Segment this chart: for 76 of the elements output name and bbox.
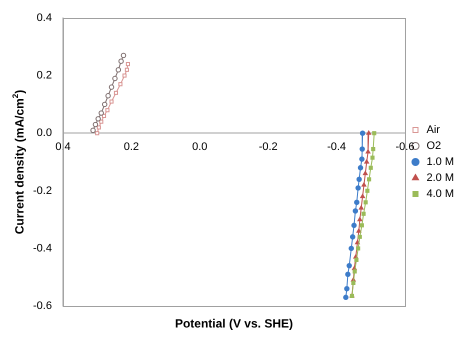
point	[122, 74, 127, 78]
point	[357, 216, 362, 222]
point	[346, 262, 352, 268]
point	[371, 146, 376, 152]
point	[118, 82, 122, 86]
point	[367, 177, 372, 182]
point	[355, 185, 361, 191]
x-tick-label: 0.4	[55, 140, 71, 153]
y-tick-label: 0.4	[36, 12, 52, 24]
point	[118, 58, 124, 64]
point	[352, 269, 357, 274]
x-axis-title: Potential (V vs. SHE)	[174, 316, 293, 330]
y-tick-label: 0.0	[36, 127, 52, 140]
point	[372, 131, 376, 136]
legend-label: 2.0 M	[426, 172, 454, 184]
legend-label: Air	[426, 124, 440, 136]
point	[105, 108, 110, 112]
x-tick-label: 0.0	[192, 140, 208, 153]
point	[120, 52, 126, 58]
point	[99, 120, 104, 124]
point	[109, 99, 114, 104]
point	[351, 222, 357, 228]
y-tick-label: -0.2	[32, 184, 52, 197]
point	[366, 130, 372, 135]
point	[95, 131, 100, 136]
point	[359, 156, 365, 162]
point	[364, 159, 370, 164]
point	[360, 223, 364, 228]
x-tick-label: 0.2	[124, 140, 140, 153]
y-axis-title: Current density (mA/cm2)	[11, 90, 26, 234]
x-tick-label: -0.4	[327, 140, 346, 153]
point	[96, 125, 101, 130]
point	[124, 68, 129, 72]
point	[350, 234, 356, 240]
point	[358, 205, 364, 210]
point	[362, 182, 366, 187]
x-tick-label: -0.2	[258, 140, 278, 153]
point	[116, 67, 122, 73]
point	[354, 200, 360, 206]
point	[360, 194, 365, 198]
point	[370, 156, 375, 160]
point	[126, 62, 130, 66]
point	[114, 90, 118, 95]
point	[351, 280, 356, 286]
point	[362, 170, 368, 176]
point	[343, 294, 349, 300]
point	[348, 246, 354, 252]
point	[356, 246, 360, 250]
point	[108, 84, 114, 90]
y-tick-label: -0.4	[32, 242, 52, 254]
point	[354, 258, 358, 262]
point	[95, 116, 101, 122]
point	[368, 166, 373, 170]
point	[98, 110, 104, 116]
point	[366, 149, 370, 154]
point	[102, 102, 108, 108]
legend-label: 1.0 M	[426, 156, 454, 168]
point	[105, 93, 111, 98]
y-tick-label: 0.2	[36, 70, 52, 82]
point	[352, 208, 358, 214]
point	[90, 128, 96, 134]
legend-label: 4.0 M	[426, 188, 454, 200]
point	[365, 188, 370, 193]
point	[112, 76, 118, 82]
point	[360, 146, 365, 152]
point	[362, 212, 366, 216]
y-tick-label: -0.6	[32, 300, 52, 312]
point	[344, 286, 350, 292]
point	[358, 165, 364, 170]
point	[345, 272, 351, 278]
point	[92, 122, 98, 128]
point	[358, 234, 362, 239]
point	[364, 200, 368, 204]
point	[360, 130, 366, 136]
point	[356, 176, 362, 182]
legend-label: O2	[426, 140, 442, 152]
